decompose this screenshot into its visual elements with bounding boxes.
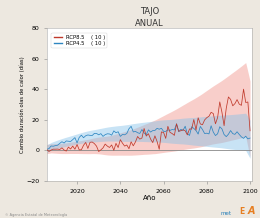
Text: © Agencia Estatal de Meteorología: © Agencia Estatal de Meteorología [5,213,67,217]
Text: A: A [247,206,255,216]
Title: TAJO
ANUAL: TAJO ANUAL [135,7,164,27]
Text: met: met [220,211,231,216]
X-axis label: Año: Año [143,195,156,201]
Text: E: E [239,207,244,216]
Y-axis label: Cambio duración olas de calor (días): Cambio duración olas de calor (días) [19,56,25,153]
Legend: RCP8.5    ( 10 ), RCP4.5    ( 10 ): RCP8.5 ( 10 ), RCP4.5 ( 10 ) [51,32,107,48]
